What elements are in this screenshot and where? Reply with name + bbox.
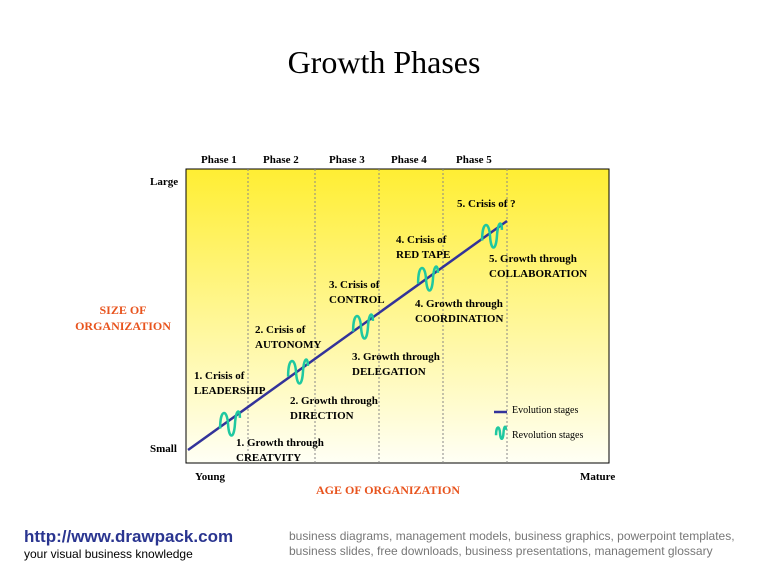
phase-3-label: Phase 3 xyxy=(329,154,365,166)
revolution-squiggle-icon xyxy=(480,222,504,249)
growth-2: 2. Growth through DIRECTION xyxy=(290,395,378,422)
revolution-squiggle-icon xyxy=(286,358,310,385)
legend-evolution: Evolution stages xyxy=(512,405,579,416)
phase-2-label: Phase 2 xyxy=(263,154,299,166)
revolution-squiggle-icon xyxy=(218,410,242,437)
phase-dividers xyxy=(247,169,508,463)
crisis-1: 1. Crisis of LEADERSHIP xyxy=(194,370,266,397)
y-axis-label: SIZE OF ORGANIZATION xyxy=(60,302,186,334)
plot-area xyxy=(185,168,610,464)
crisis-3: 3. Crisis of CONTROL xyxy=(329,279,385,306)
revolution-squiggle-icon xyxy=(416,265,440,292)
y-axis-bottom: Small xyxy=(150,443,177,455)
phase-5-label: Phase 5 xyxy=(456,154,492,166)
crisis-2: 2. Crisis of AUTONOMY xyxy=(255,324,322,351)
growth-4: 4. Growth through COORDINATION xyxy=(415,298,504,325)
y-axis-top: Large xyxy=(150,176,179,188)
x-axis-right: Mature xyxy=(580,471,616,483)
y-axis-label-line2: ORGANIZATION xyxy=(75,319,171,333)
footer-tagline: your visual business knowledge xyxy=(24,547,193,561)
revolution-squiggle-icon xyxy=(351,313,375,340)
phase-1-label: Phase 1 xyxy=(201,154,237,166)
phase-4-label: Phase 4 xyxy=(391,154,427,166)
growth-3: 3. Growth through DELEGATION xyxy=(352,351,440,378)
legend-revolution: Revolution stages xyxy=(512,430,584,441)
crisis-4: 4. Crisis of RED TAPE xyxy=(396,234,451,261)
legend-revolution-icon xyxy=(494,425,508,441)
growth-1: 1. Growth through CREATVITY xyxy=(236,437,324,464)
footer-keywords: business diagrams, management models, bu… xyxy=(289,529,735,558)
growth-5: 5. Growth through COLLABORATION xyxy=(489,253,588,280)
crisis-5: 5. Crisis of ? xyxy=(457,198,516,210)
evolution-line xyxy=(187,219,508,452)
page-title: Growth Phases xyxy=(287,44,481,80)
x-axis-label: AGE OF ORGANIZATION xyxy=(316,483,461,497)
y-axis-label-line1: SIZE OF xyxy=(99,303,147,317)
footer-url-link[interactable]: http://www.drawpack.com xyxy=(24,527,234,546)
x-axis-left: Young xyxy=(195,471,225,483)
